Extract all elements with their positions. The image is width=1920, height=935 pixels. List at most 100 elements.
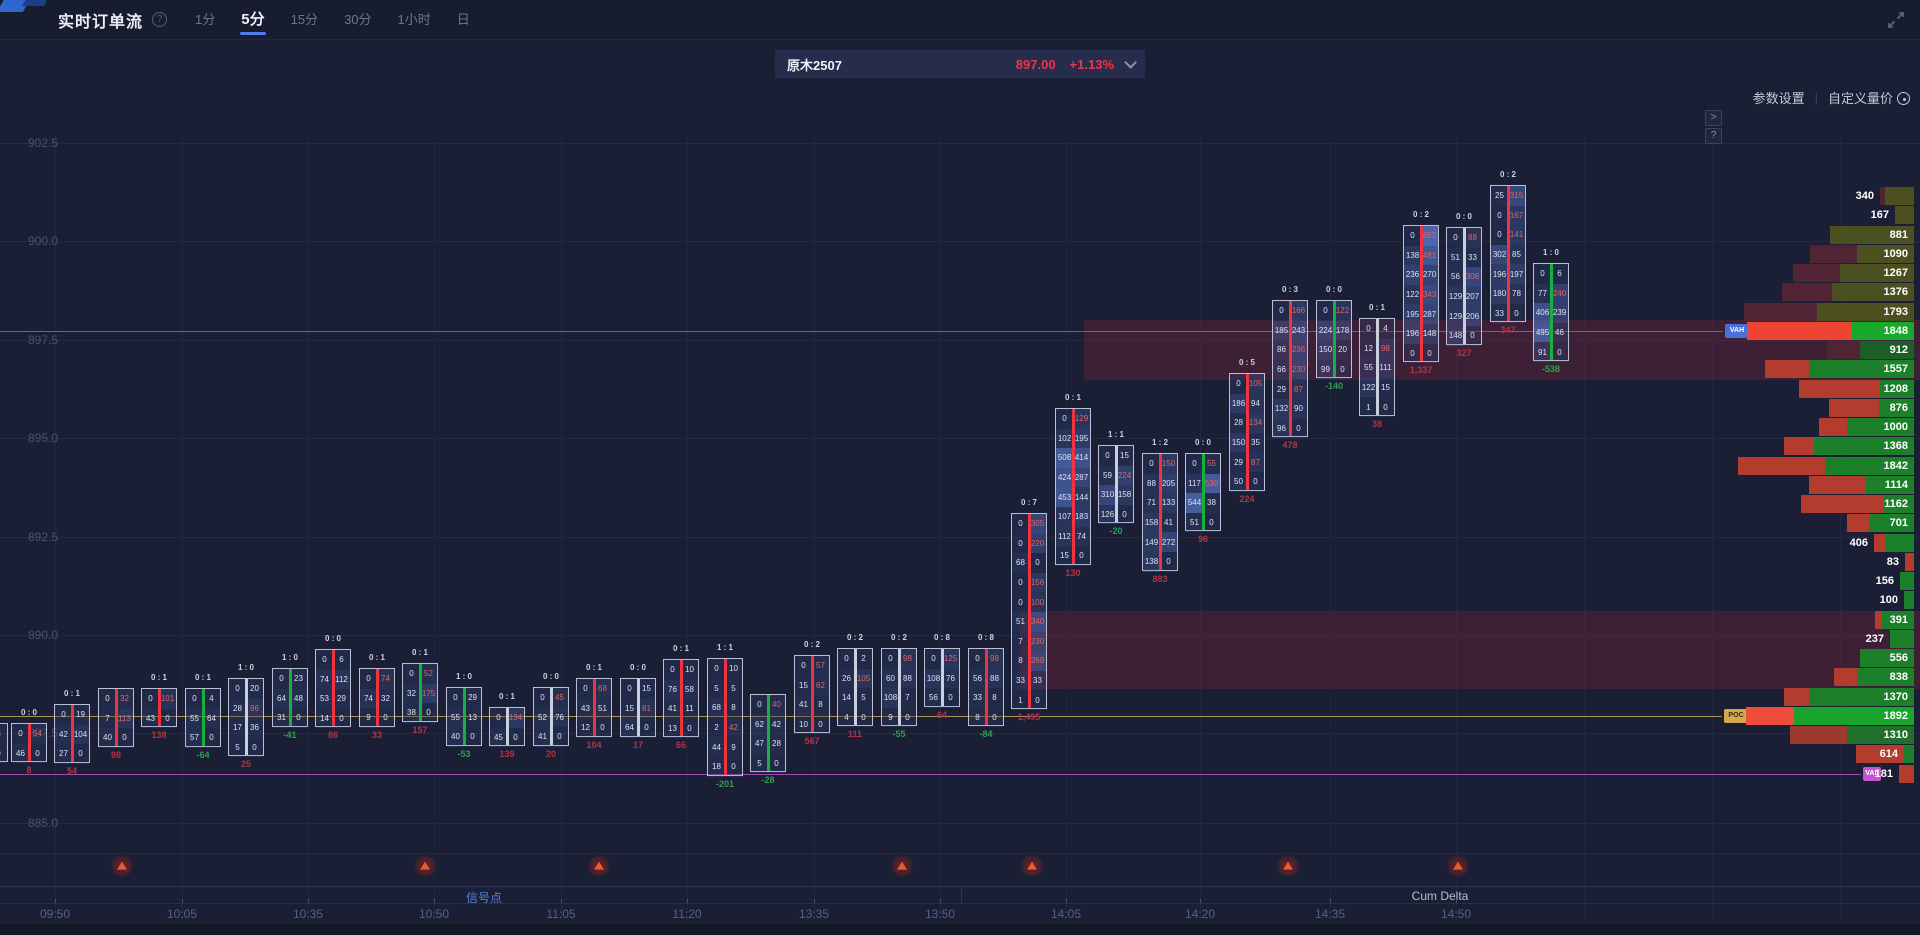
tab-1分[interactable]: 1分 [195,12,216,27]
candle-box: 0 57 15 62 41 8 10 0 [794,655,830,735]
bid-cell: 57 [186,728,203,748]
ask-cell: 0 [638,718,655,738]
price-axis-label: 895.0 [28,431,59,445]
symbol-change-pct: +1.13% [1069,56,1114,72]
candle-delta-label: 33 [371,729,383,740]
candle-delta-label: 54 [66,765,78,776]
time-axis-label: 13:50 [924,907,956,921]
candle-direction-line [810,656,814,733]
tab-5分[interactable]: 5分 [241,0,264,39]
vp-sell-segment [1819,418,1847,436]
time-gridline [1840,136,1841,935]
info-circle-icon [1897,92,1910,105]
candle-delta-label: -53 [457,748,471,759]
signal-marker-icon [891,855,913,877]
ask-cell: 156 [1029,572,1046,593]
ask-cell: 54 [29,724,46,744]
ask-cell: 0 [72,744,89,764]
ask-cell: 0 [1029,690,1046,710]
imbalance-header: 0 : 1 [1064,393,1082,402]
bid-cell: 28 [229,698,246,719]
tab-日[interactable]: 日 [456,12,470,27]
candle-direction-line [70,705,74,762]
time-axis-label: 10:35 [292,907,324,921]
bid-cell: 0 [490,708,507,728]
volume-profile-row: 340 [0,187,1920,205]
vp-buy-segment [1830,225,1914,244]
candle-box: 0 20 28 96 17 36 5 0 [228,678,264,758]
bid-cell: 55 [186,708,203,729]
candle-box: 0 40 62 42 47 28 5 0 [750,694,786,774]
tab-1小时[interactable]: 1小时 [397,12,431,27]
ask-cell: 343 [1421,284,1438,305]
volume-profile-row: 1892 [0,706,1920,725]
panel-help-button[interactable]: ? [1705,128,1722,144]
bid-cell: 40 [447,727,464,747]
ask-cell: 178 [1334,320,1351,341]
time-gridline [1456,136,1457,935]
candle-delta-label: 130 [1065,567,1081,578]
ask-cell: 29 [333,689,350,709]
candle-direction-line [418,664,422,721]
candle-box: 0 15 15 81 64 0 [620,678,656,738]
ask-cell: 64 [203,708,220,729]
vp-sell-segment [1810,244,1857,263]
ask-cell: 0 [159,708,176,729]
ask-cell: 243 [1290,320,1307,341]
cum-delta-pane-title[interactable]: Cum Delta [1411,889,1469,903]
bid-cell: 0 [1012,514,1029,534]
candle-box: 0 88 51 33 56 306 129 207 129 206 148 0 [1446,227,1482,346]
time-axis-tick [1200,899,1201,903]
vp-row-value: 100 [1879,594,1898,607]
time-gridline [814,136,815,935]
collapse-panel-button[interactable]: > [1705,110,1722,126]
ask-cell: 88 [899,668,916,689]
help-icon[interactable]: ? [152,12,168,27]
candle-direction-line [114,689,118,746]
candle-delta-label: 104 [586,739,602,750]
vp-row-value: 1368 [1883,440,1908,453]
candle-delta-label: -538 [1541,364,1561,374]
volume-profile-row: 406 [0,533,1920,552]
time-gridline [687,136,688,935]
vp-buy-segment [1869,514,1914,533]
time-gridline [940,136,941,935]
footprint-candle: 0 : 0 0 88 51 33 56 306 129 207 129 206 148 0 327 [1446,211,1482,363]
bid-cell: 150 [1317,340,1334,360]
bid-cell: 2 [708,717,725,738]
imbalance-header: 0 : 1 [368,653,386,662]
tab-15分[interactable]: 15分 [290,12,319,27]
volume-profile-row: 1310 [0,726,1920,744]
signal-pane-title[interactable]: 信号点 [465,891,503,905]
symbol-selector[interactable]: 原木2507 897.00 +1.13% [775,50,1145,78]
custom-volume-button[interactable]: 自定义量价 [1828,88,1910,107]
vp-row-value: 1090 [1883,247,1908,260]
bid-cell: 59 [1099,465,1116,486]
tab-30分[interactable]: 30分 [344,12,372,27]
ask-cell: 0 [464,727,481,747]
param-settings-button[interactable]: 参数设置 [1752,91,1805,106]
fullscreen-icon[interactable] [1886,10,1906,30]
candle-direction-line [1201,454,1205,531]
volume-profile-row: 614 [0,745,1920,764]
bid-cell: 0 [1186,454,1203,474]
candle-direction-line [1419,226,1423,362]
bid-cell: 149 [1143,532,1160,552]
footprint-candle: 0 : 1 0 68 43 51 12 0 104 [576,662,612,755]
imbalance-header: 0 : 0 [629,663,647,672]
candle-box: 0 15 59 224 310 158 126 0 [1098,445,1134,525]
ask-cell: 0 [1334,359,1351,380]
footprint-candle: 0 : 0 0 6 74 112 53 29 14 0 86 [315,633,351,745]
imbalance-header: 0 : 1 [194,673,212,682]
ask-cell: 144 [1073,487,1090,507]
ask-cell: 55 [1203,454,1220,474]
bid-cell: 74 [316,669,333,690]
time-gridline [561,136,562,935]
ask-cell: 48 [290,688,307,709]
candle-direction-line [1027,514,1031,708]
bid-cell: 424 [1056,467,1073,488]
candle-delta-label: 224 [1239,493,1255,504]
footprint-candle: 0 : 5 0 105 186 94 28 134 150 35 29 87 50 0 224 [1229,357,1265,509]
vp-row-value: 1000 [1883,421,1908,433]
ask-cell: 62 [812,675,829,696]
